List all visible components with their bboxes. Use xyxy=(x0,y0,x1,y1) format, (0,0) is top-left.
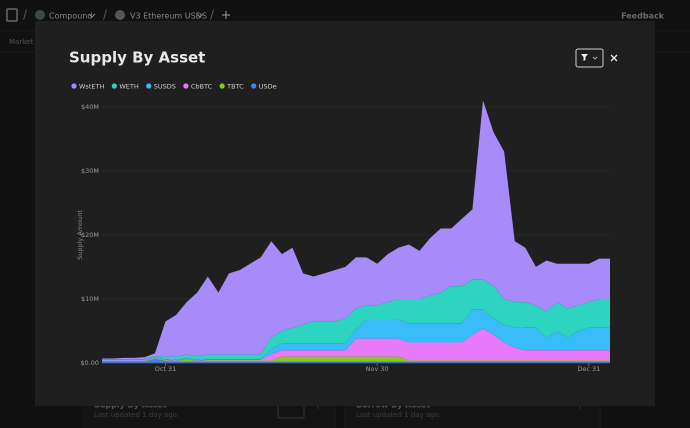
area-wsteth xyxy=(102,100,610,360)
nav-item[interactable]: V3 Ethereum USDS xyxy=(130,12,207,21)
legend-swatch xyxy=(183,83,189,89)
legend-item[interactable]: WETH xyxy=(111,83,139,91)
legend-item[interactable]: TBTC xyxy=(219,83,245,91)
legend-label: CbBTC xyxy=(191,83,213,91)
separator: / xyxy=(210,8,215,22)
separator: / xyxy=(103,8,108,22)
chevron xyxy=(592,56,598,60)
legend-label: WETH xyxy=(119,83,139,91)
close-button[interactable] xyxy=(610,54,618,62)
legend-label: SUSDS xyxy=(154,83,176,91)
y-tick-label: $20M xyxy=(81,231,99,239)
section-label: Market xyxy=(9,38,33,46)
legend-swatch xyxy=(251,83,257,89)
logo[interactable] xyxy=(6,8,18,22)
coin-icon xyxy=(35,10,45,20)
legend-swatch xyxy=(219,83,225,89)
card-updated: Last updated 1 day ago. xyxy=(356,411,441,419)
legend-label: TBTC xyxy=(226,83,244,91)
modal-title: Supply By Asset xyxy=(69,49,205,67)
legend-item[interactable]: WstETH xyxy=(71,83,104,91)
nav-bar: / Compound / V3 Ethereum USDS / Feedback xyxy=(6,8,665,22)
x-tick-label: Nov 30 xyxy=(366,365,389,373)
y-tick-label: $30M xyxy=(81,167,99,175)
y-tick-label: $40M xyxy=(81,103,99,111)
x-tick-label: Oct 31 xyxy=(155,365,177,373)
legend-swatch xyxy=(71,83,77,89)
area-susds xyxy=(102,309,610,361)
add-button[interactable] xyxy=(222,11,230,19)
chevron[interactable] xyxy=(196,13,204,18)
area-usde xyxy=(102,359,610,363)
area-cbbtc xyxy=(102,328,610,362)
legend-label: USDe xyxy=(259,83,277,91)
legend-item[interactable]: CbBTC xyxy=(183,83,213,91)
feedback-link[interactable]: Feedback xyxy=(621,12,665,21)
legend-item[interactable]: USDe xyxy=(251,83,277,91)
chart: $0.00 $10M $20M $30M $40M Oct 31 Nov 30 Dec 31 W… xyxy=(71,83,610,373)
chevron[interactable] xyxy=(88,13,96,18)
y-tick-label: $0.00 xyxy=(80,359,99,367)
y-axis-label: Supply Amount xyxy=(76,210,84,260)
legend-label: WstETH xyxy=(79,83,104,91)
legend-swatch xyxy=(146,83,152,89)
filter-button[interactable] xyxy=(575,48,604,68)
separator: / xyxy=(23,8,28,22)
legend-item[interactable]: SUSDS xyxy=(146,83,176,91)
nav-item[interactable]: Compound xyxy=(49,12,92,21)
y-tick-label: $10M xyxy=(81,295,99,303)
x-tick-label: Dec 31 xyxy=(577,365,600,373)
coin-icon xyxy=(115,10,125,20)
card-updated: Last updated 1 day ago. xyxy=(94,411,179,419)
filter-icon xyxy=(581,54,588,61)
area-weth xyxy=(102,279,610,360)
legend-swatch xyxy=(111,83,117,89)
